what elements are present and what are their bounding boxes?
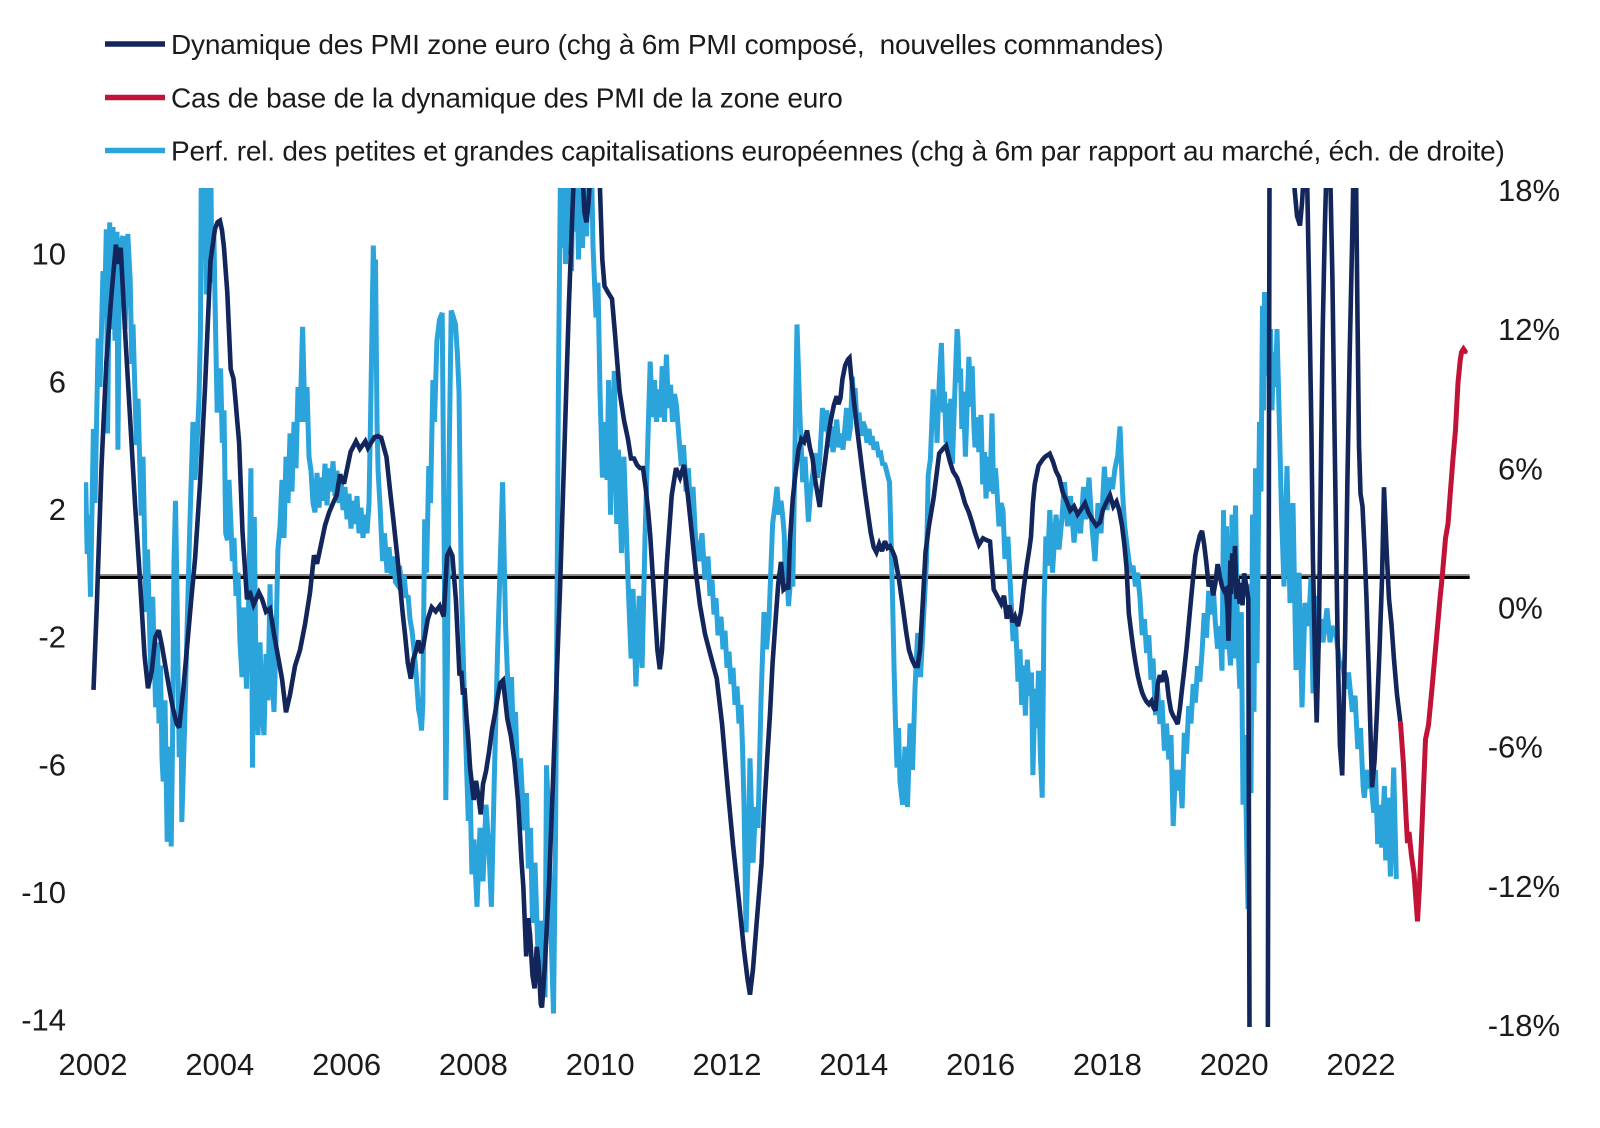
svg-text:6: 6 [49, 364, 66, 399]
svg-text:6%: 6% [1498, 451, 1543, 486]
svg-text:-12%: -12% [1488, 869, 1560, 904]
svg-text:2018: 2018 [1073, 1047, 1142, 1082]
svg-text:2016: 2016 [946, 1047, 1015, 1082]
svg-text:12%: 12% [1498, 312, 1560, 347]
svg-text:-14: -14 [21, 1003, 66, 1038]
svg-text:2002: 2002 [59, 1047, 128, 1082]
svg-text:Dynamique des PMI zone euro (c: Dynamique des PMI zone euro (chg à 6m PM… [171, 29, 1164, 60]
svg-text:2008: 2008 [439, 1047, 508, 1082]
svg-text:2020: 2020 [1200, 1047, 1269, 1082]
svg-text:-6: -6 [38, 747, 66, 782]
svg-text:2004: 2004 [185, 1047, 254, 1082]
svg-text:2012: 2012 [693, 1047, 762, 1082]
svg-text:-10: -10 [21, 875, 66, 910]
svg-text:-6%: -6% [1488, 730, 1543, 765]
svg-text:Perf. rel. des petites et gran: Perf. rel. des petites et grandes capita… [171, 136, 1505, 167]
svg-text:-18%: -18% [1488, 1008, 1560, 1043]
svg-text:2022: 2022 [1327, 1047, 1396, 1082]
svg-text:-2: -2 [38, 620, 66, 655]
svg-text:18%: 18% [1498, 173, 1560, 208]
svg-text:10: 10 [32, 237, 66, 272]
svg-text:2006: 2006 [312, 1047, 381, 1082]
svg-text:0%: 0% [1498, 591, 1543, 626]
svg-text:2: 2 [49, 492, 66, 527]
svg-text:Cas de base de la dynamique de: Cas de base de la dynamique des PMI de l… [171, 83, 843, 114]
svg-text:2014: 2014 [819, 1047, 888, 1082]
svg-text:2010: 2010 [566, 1047, 635, 1082]
